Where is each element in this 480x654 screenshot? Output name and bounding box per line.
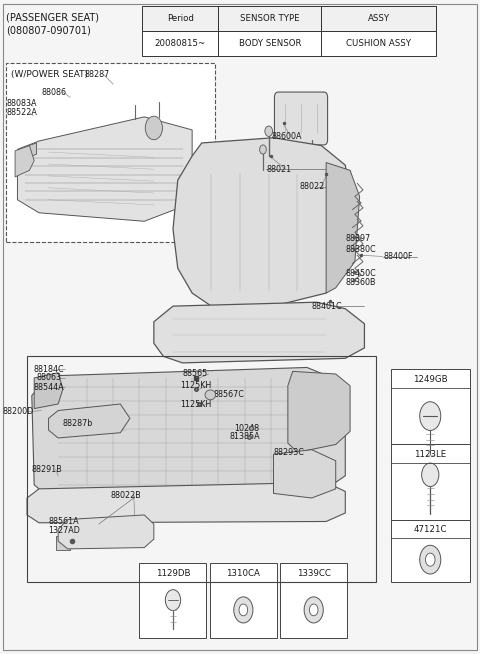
Bar [218, 31, 322, 56]
Bar [391, 519, 470, 581]
Circle shape [304, 597, 323, 623]
Text: 10248: 10248 [234, 424, 259, 433]
Text: 88287b: 88287b [63, 419, 93, 428]
Polygon shape [32, 368, 345, 496]
Polygon shape [17, 117, 192, 221]
Text: ASSY: ASSY [368, 14, 390, 23]
Polygon shape [34, 373, 63, 409]
Polygon shape [27, 482, 345, 523]
Bar [391, 445, 470, 519]
Text: 88360B: 88360B [345, 278, 376, 287]
Text: 1339CC: 1339CC [297, 569, 331, 578]
Bar [142, 31, 218, 56]
Polygon shape [288, 371, 350, 453]
Polygon shape [173, 138, 350, 306]
Bar [140, 563, 206, 638]
Text: 88565: 88565 [182, 370, 208, 379]
Text: 88380C: 88380C [345, 245, 376, 254]
Text: 1123LE: 1123LE [414, 451, 446, 459]
FancyBboxPatch shape [275, 92, 327, 145]
Bar [142, 6, 218, 31]
Text: 47121C: 47121C [413, 525, 447, 534]
Text: 88600A: 88600A [271, 132, 301, 141]
Text: 88021: 88021 [266, 165, 291, 173]
Polygon shape [48, 404, 130, 438]
Text: 1310CA: 1310CA [227, 569, 260, 578]
Circle shape [425, 553, 435, 566]
Text: 20080815~: 20080815~ [155, 39, 206, 48]
Bar [280, 563, 347, 638]
Text: BODY SENSOR: BODY SENSOR [239, 39, 301, 48]
Circle shape [165, 590, 180, 611]
Bar [322, 6, 436, 31]
Text: 88063: 88063 [36, 373, 61, 383]
Circle shape [420, 545, 441, 574]
Text: 88544A: 88544A [33, 383, 64, 392]
Text: Period: Period [167, 14, 193, 23]
Text: 88022B: 88022B [111, 491, 142, 500]
Circle shape [420, 402, 441, 430]
Circle shape [421, 463, 439, 487]
Text: SENSOR TYPE: SENSOR TYPE [240, 14, 300, 23]
Polygon shape [274, 450, 336, 498]
Text: 88450C: 88450C [345, 269, 376, 278]
Text: 88567C: 88567C [214, 390, 244, 400]
Text: 88291B: 88291B [32, 465, 62, 473]
Text: 88184C: 88184C [33, 365, 64, 374]
Text: 88022: 88022 [300, 182, 325, 191]
Text: 88397: 88397 [345, 234, 371, 243]
Bar [27, 356, 376, 581]
Bar [218, 6, 322, 31]
Text: 88083A: 88083A [6, 99, 37, 109]
Circle shape [310, 604, 318, 616]
Polygon shape [326, 163, 360, 293]
Bar [6, 63, 215, 242]
Bar [391, 370, 470, 445]
Circle shape [145, 116, 162, 140]
Polygon shape [15, 146, 34, 177]
Text: 1249GB: 1249GB [413, 375, 447, 385]
Circle shape [265, 126, 273, 137]
Text: (080807-090701): (080807-090701) [6, 26, 91, 35]
Text: 81385A: 81385A [229, 432, 260, 441]
Text: 88086: 88086 [41, 88, 66, 97]
Text: 88287: 88287 [84, 70, 110, 79]
Text: 88200D: 88200D [2, 407, 34, 417]
Text: 1327AD: 1327AD [48, 526, 81, 535]
Text: (PASSENGER SEAT): (PASSENGER SEAT) [6, 12, 99, 22]
Text: (W/POWER SEAT): (W/POWER SEAT) [11, 70, 88, 79]
Polygon shape [58, 515, 154, 549]
Text: 88400F: 88400F [384, 252, 413, 261]
Text: 1125KH: 1125KH [180, 381, 211, 390]
Text: 88522A: 88522A [6, 109, 37, 118]
Ellipse shape [205, 390, 216, 400]
Polygon shape [154, 302, 364, 363]
Circle shape [260, 145, 266, 154]
Text: 88561A: 88561A [48, 517, 79, 526]
Circle shape [239, 604, 248, 616]
Text: 88401C: 88401C [312, 301, 342, 311]
Circle shape [234, 597, 253, 623]
Bar [322, 31, 436, 56]
Text: 1125KH: 1125KH [180, 400, 211, 409]
Text: CUSHION ASSY: CUSHION ASSY [346, 39, 411, 48]
Polygon shape [17, 143, 36, 163]
Text: 1129DB: 1129DB [156, 569, 190, 578]
Text: 88293C: 88293C [274, 448, 304, 456]
Bar [210, 563, 277, 638]
Polygon shape [56, 536, 70, 550]
